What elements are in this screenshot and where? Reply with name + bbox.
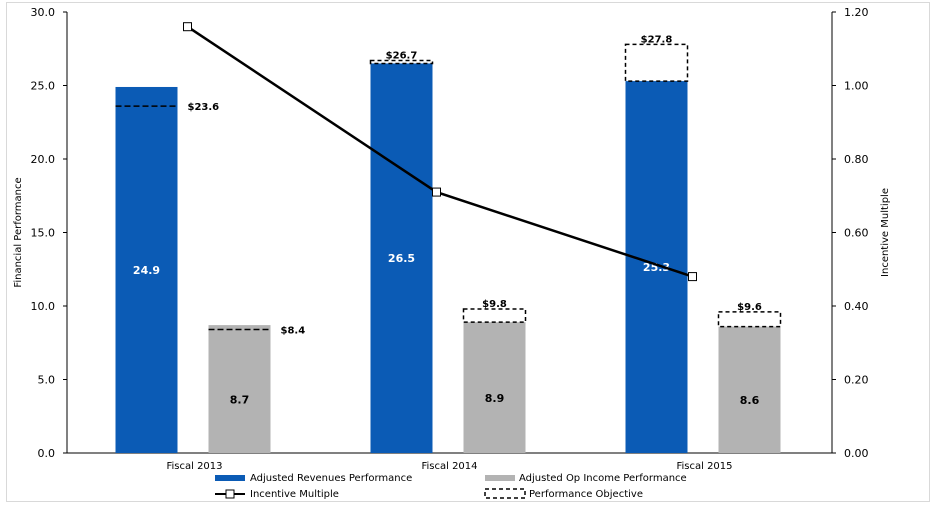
x-tick-label: Fiscal 2014 <box>421 461 477 472</box>
bar <box>208 325 271 453</box>
right-tick-label: 1.00 <box>844 80 869 93</box>
bar-value-label: 26.5 <box>388 252 415 265</box>
objective-box <box>717 311 782 328</box>
right-axis-title: Incentive Multiple <box>880 188 891 277</box>
line-point <box>432 187 441 197</box>
x-tick-label: Fiscal 2013 <box>166 461 222 472</box>
objective-label: $9.8 <box>482 299 507 310</box>
left-tick-label: 15.0 <box>31 227 56 240</box>
legend-label: Adjusted Op Income Performance <box>519 473 687 484</box>
bar <box>115 86 178 453</box>
left-tick-label: 0.0 <box>38 447 56 460</box>
legend-swatch <box>215 475 245 481</box>
incentive-multiple-line <box>186 25 693 278</box>
right-tick-label: 0.80 <box>844 153 869 166</box>
objective-label: $26.7 <box>386 51 418 62</box>
bar-value-label: 25.3 <box>643 261 670 274</box>
left-tick-label: 10.0 <box>31 300 56 313</box>
line-point <box>183 22 192 32</box>
left-tick-label: 5.0 <box>38 374 56 387</box>
bar-value-label: 8.6 <box>740 394 760 407</box>
line-point <box>688 272 697 282</box>
legend-label: Performance Objective <box>529 489 643 500</box>
left-tick-label: 20.0 <box>31 153 56 166</box>
bar-value-label: 8.7 <box>230 393 250 406</box>
objective-box <box>624 43 689 82</box>
legend-label: Incentive Multiple <box>250 489 339 500</box>
objective-box <box>462 308 527 323</box>
bar <box>718 326 781 453</box>
objective-label: $23.6 <box>188 102 220 113</box>
left-axis-title: Financial Performance <box>13 177 24 287</box>
right-tick-label: 0.20 <box>844 374 869 387</box>
left-tick-label: 25.0 <box>31 80 56 93</box>
objective-label: $27.8 <box>641 34 673 45</box>
legend-swatch-marker <box>225 489 235 499</box>
legend-swatch-objective <box>484 488 526 499</box>
right-tick-label: 1.20 <box>844 6 869 19</box>
right-tick-label: 0.40 <box>844 300 869 313</box>
legend-swatch <box>485 475 515 481</box>
legend-label: Adjusted Revenues Performance <box>250 473 412 484</box>
chart-frame <box>6 2 930 502</box>
bar <box>625 81 688 453</box>
bar-value-label: 24.9 <box>133 264 160 277</box>
bar-value-label: 8.9 <box>485 392 505 405</box>
objective-label: $8.4 <box>281 326 306 337</box>
x-tick-label: Fiscal 2015 <box>676 461 732 472</box>
bar <box>463 322 526 453</box>
bar <box>370 63 433 453</box>
objective-box <box>369 59 434 65</box>
right-tick-label: 0.60 <box>844 227 869 240</box>
right-tick-label: 0.00 <box>844 447 869 460</box>
objective-label: $9.6 <box>737 302 762 313</box>
left-tick-label: 30.0 <box>31 6 56 19</box>
